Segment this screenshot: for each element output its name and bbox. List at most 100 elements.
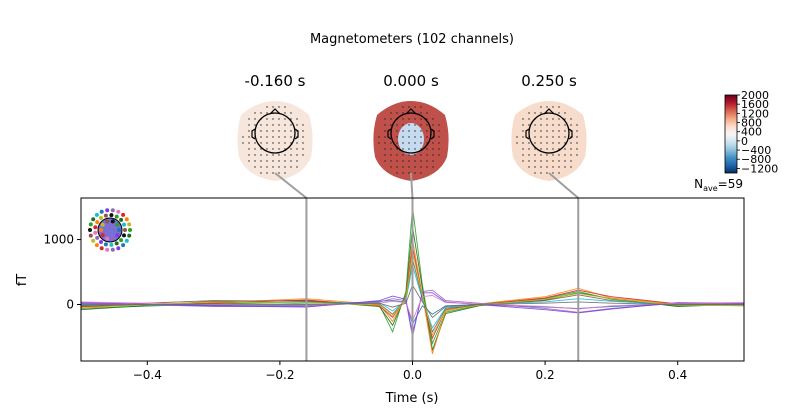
sensor-dot: [558, 118, 560, 120]
sensor-dot: [290, 112, 292, 114]
sensor-dot: [546, 136, 548, 138]
sensor-dot: [570, 142, 572, 144]
sensor-dot: [558, 142, 560, 144]
sensor-dot: [414, 154, 416, 156]
sensor-dot: [420, 130, 422, 132]
y-tick-label: 0: [66, 298, 74, 312]
sensor-dot: [438, 154, 440, 156]
sensor-dot: [266, 160, 268, 162]
sensor-dot: [576, 130, 578, 132]
sensor-dot: [564, 148, 566, 150]
sensor-dot: [408, 154, 410, 156]
sensor-dot: [564, 124, 566, 126]
sensor-dot: [390, 166, 392, 168]
sensor-dot: [290, 154, 292, 156]
sensor-dot: [420, 154, 422, 156]
inset-sensor-dot: [109, 242, 114, 247]
sensor-dot: [402, 136, 404, 138]
sensor-dot: [564, 166, 566, 168]
sensor-dot: [522, 142, 524, 144]
inset-sensor-dot: [99, 216, 103, 220]
sensor-dot: [272, 124, 274, 126]
sensor-dot: [396, 154, 398, 156]
sensor-dot: [296, 154, 298, 156]
inset-sensor-dot: [122, 233, 126, 238]
sensor-dot: [296, 142, 298, 144]
sensor-dot: [296, 148, 298, 150]
sensor-dot: [266, 142, 268, 144]
sensor-dot: [278, 142, 280, 144]
sensor-dot: [396, 124, 398, 126]
colorbar-tick-label: 2000: [741, 89, 769, 102]
ears-outline: [387, 128, 435, 140]
sensor-dot: [534, 130, 536, 132]
sensor-dot: [402, 166, 404, 168]
sensor-dot: [558, 166, 560, 168]
sensor-dot: [546, 124, 548, 126]
inset-sensor-dot: [127, 222, 132, 227]
sensor-dot: [414, 106, 416, 108]
sensor-dot: [552, 142, 554, 144]
sensor-dot: [408, 142, 410, 144]
sensor-dot: [540, 142, 542, 144]
topomap-time-label: 0.000 s: [383, 72, 439, 90]
inset-sensor-dot: [122, 222, 126, 227]
x-axis-ticks: −0.4 −0.2 0.0 0.2 0.4: [133, 361, 687, 382]
colorbar-tick-label: 0: [741, 135, 748, 148]
sensor-dot: [290, 166, 292, 168]
sensor-dot: [426, 160, 428, 162]
sensor-dot: [278, 130, 280, 132]
sensor-dot: [414, 160, 416, 162]
inset-sensor-dot: [100, 222, 105, 227]
inset-sensor-dot: [105, 219, 110, 224]
sensor-dot: [290, 160, 292, 162]
inset-sensor-dot: [100, 233, 105, 238]
sensor-dot: [266, 148, 268, 150]
sensor-dot: [576, 142, 578, 144]
x-axis-label: Time (s): [385, 391, 439, 406]
sensor-dot: [408, 124, 410, 126]
inset-sensor-dot: [93, 225, 98, 230]
sensor-dot: [390, 118, 392, 120]
sensor-dot: [384, 130, 386, 132]
x-tick-label: 0.2: [536, 368, 555, 382]
topomap-row: -0.160 s 0.000 s 0.250 s: [237, 72, 587, 181]
sensor-dot: [296, 124, 298, 126]
sensor-dot: [552, 106, 554, 108]
sensor-dot: [426, 154, 428, 156]
sensor-dot: [528, 124, 530, 126]
inset-sensor-dot: [116, 246, 121, 251]
sensor-dot: [420, 166, 422, 168]
sensor-dot: [254, 142, 256, 144]
inset-sensor-dot: [109, 213, 114, 218]
nave-annotation: Nave=59: [694, 177, 743, 193]
sensor-dot: [384, 154, 386, 156]
sensor-dot: [576, 154, 578, 156]
sensor-dot: [278, 124, 280, 126]
sensor-dot: [570, 124, 572, 126]
sensor-dot: [426, 124, 428, 126]
sensor-dot: [266, 106, 268, 108]
evoked-axes: −0.4 −0.2 0.0 0.2 0.4 0 1000 Time (s) fT: [15, 197, 745, 406]
sensor-dot: [408, 106, 410, 108]
sensor-dot: [408, 166, 410, 168]
sensor-dot: [402, 160, 404, 162]
sensor-dot: [420, 112, 422, 114]
sensor-dot: [522, 136, 524, 138]
sensor-dot: [552, 124, 554, 126]
sensor-dot: [390, 124, 392, 126]
sensor-dot: [552, 148, 554, 150]
inset-sensor-dot: [99, 228, 103, 232]
sensor-dot: [284, 118, 286, 120]
inset-sensor-dot: [117, 228, 121, 232]
sensor-dot: [272, 160, 274, 162]
sensor-dot: [302, 136, 304, 138]
sensor-dot: [266, 154, 268, 156]
sensor-dot: [296, 118, 298, 120]
sensor-dot: [242, 136, 244, 138]
sensor-dot: [390, 142, 392, 144]
head-outline: [528, 112, 570, 154]
sensor-dot: [248, 148, 250, 150]
sensor-dot: [426, 136, 428, 138]
